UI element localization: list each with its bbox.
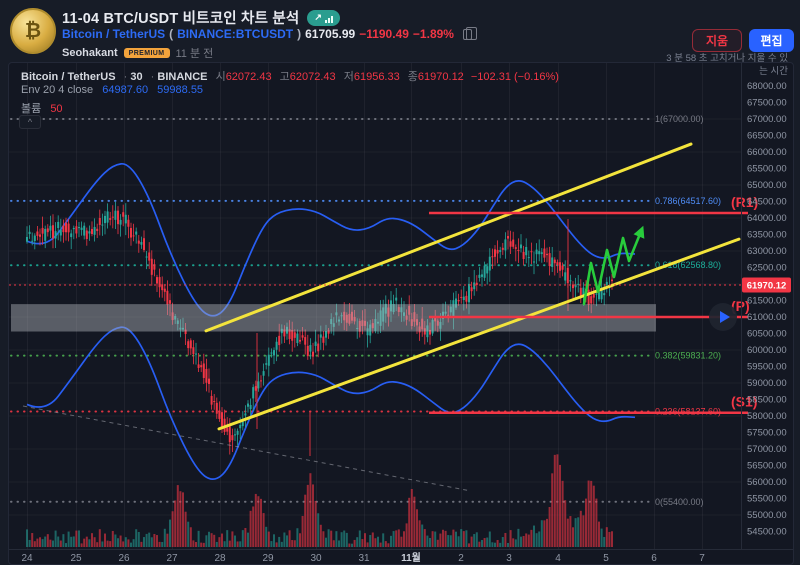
author-link[interactable]: Seohakant: [62, 47, 118, 59]
svg-text:54500.00: 54500.00: [747, 527, 787, 538]
svg-text:0.382(59831.20): 0.382(59831.20): [655, 351, 721, 361]
svg-text:58500.00: 58500.00: [747, 395, 787, 406]
svg-text:5: 5: [603, 553, 609, 564]
page-title: 11-04 BTC/USDT 비트코인 차트 분석: [62, 11, 300, 27]
svg-text:64500.00: 64500.00: [747, 197, 787, 208]
svg-text:3: 3: [506, 553, 512, 564]
svg-text:65000.00: 65000.00: [747, 180, 787, 191]
symbol-link[interactable]: Bitcoin / TetherUS: [62, 27, 166, 41]
edit-button[interactable]: 편집: [749, 29, 794, 52]
volume-indicator-label: 볼륨: [21, 103, 42, 115]
legend-collapse-button[interactable]: ^: [19, 115, 41, 129]
replay-play-button[interactable]: [709, 303, 737, 331]
play-icon: [719, 311, 730, 323]
legend-env-row[interactable]: Env 20 4 close 64987.60 59988.55: [21, 84, 203, 96]
svg-text:7: 7: [699, 553, 705, 564]
svg-text:63500.00: 63500.00: [747, 230, 787, 241]
svg-text:62500.00: 62500.00: [747, 263, 787, 274]
svg-text:(S1): (S1): [731, 394, 757, 410]
premium-badge: PREMIUM: [123, 48, 170, 58]
legend-volume-row[interactable]: 볼륨 50: [21, 100, 63, 116]
env-lower-value: 59988.55: [157, 84, 204, 96]
svg-text:4: 4: [555, 553, 561, 564]
symbol-row: Bitcoin / TetherUS ( BINANCE:BTCUSDT ) 6…: [62, 26, 477, 41]
edit-countdown: 3 분 58 초 고치거나 지울 수 있 는 시간: [666, 53, 788, 77]
svg-text:26: 26: [118, 553, 130, 564]
svg-text:63000.00: 63000.00: [747, 246, 787, 257]
svg-text:66000.00: 66000.00: [747, 147, 787, 158]
svg-text:11월: 11월: [401, 552, 421, 564]
legend-symbol: Bitcoin / TetherUS: [21, 71, 116, 83]
svg-text:2: 2: [458, 553, 464, 564]
svg-text:59500.00: 59500.00: [747, 362, 787, 373]
svg-text:68000.00: 68000.00: [747, 81, 787, 92]
idea-badge[interactable]: ↗: [307, 9, 340, 26]
legend-exchange: BINANCE: [157, 71, 208, 83]
svg-text:0.786(64517.60): 0.786(64517.60): [655, 196, 721, 206]
svg-text:65500.00: 65500.00: [747, 164, 787, 175]
svg-text:60000.00: 60000.00: [747, 345, 787, 356]
svg-text:24: 24: [21, 553, 33, 564]
svg-text:29: 29: [262, 553, 274, 564]
svg-text:28: 28: [214, 553, 226, 564]
header-price: 61705.99: [305, 27, 356, 41]
svg-text:27: 27: [166, 553, 178, 564]
svg-text:31: 31: [358, 553, 370, 564]
legend-symbol-row[interactable]: Bitcoin / TetherUS · 30 · BINANCE 시62072…: [21, 71, 559, 83]
svg-text:66500.00: 66500.00: [747, 131, 787, 142]
paren: ): [297, 27, 302, 41]
paren: (: [169, 27, 174, 41]
svg-text:1(67000.00): 1(67000.00): [655, 114, 704, 124]
chart-canvas[interactable]: 1(67000.00) 0.786(64517.60) 0.618(62568.80…: [9, 63, 793, 564]
svg-text:57000.00: 57000.00: [747, 444, 787, 455]
svg-text:59000.00: 59000.00: [747, 378, 787, 389]
svg-text:60500.00: 60500.00: [747, 329, 787, 340]
svg-text:(R1): (R1): [731, 194, 758, 210]
delete-button[interactable]: 지움: [692, 29, 742, 52]
author-row: Seohakant PREMIUM 11 분 전: [62, 45, 213, 61]
svg-text:55000.00: 55000.00: [747, 510, 787, 521]
svg-text:0(55400.00): 0(55400.00): [655, 497, 704, 507]
btc-coin-avatar: ₿: [10, 8, 56, 54]
svg-text:57500.00: 57500.00: [747, 428, 787, 439]
svg-text:55500.00: 55500.00: [747, 494, 787, 505]
volume-value: 50: [50, 103, 63, 115]
svg-text:61970.12: 61970.12: [747, 280, 787, 291]
svg-text:64000.00: 64000.00: [747, 213, 787, 224]
svg-text:25: 25: [70, 553, 82, 564]
svg-text:0.618(62568.80): 0.618(62568.80): [655, 260, 721, 270]
svg-text:67500.00: 67500.00: [747, 98, 787, 109]
copy-icon[interactable]: [462, 26, 477, 40]
svg-text:6: 6: [651, 553, 657, 564]
legend-interval: 30: [130, 71, 143, 83]
env-upper-value: 64987.60: [102, 84, 149, 96]
time-ago: 11 분 전: [175, 48, 214, 60]
header-change-pct: −1.89%: [412, 27, 454, 41]
svg-text:(P): (P): [731, 298, 750, 314]
arrow-up-right-icon: ↗: [314, 11, 322, 22]
env-indicator-label: Env 20 4 close: [21, 84, 94, 96]
svg-text:58000.00: 58000.00: [747, 411, 787, 422]
svg-text:56500.00: 56500.00: [747, 461, 787, 472]
price-chart[interactable]: 1(67000.00) 0.786(64517.60) 0.618(62568.80…: [9, 63, 793, 564]
mini-chart-icon: [324, 15, 333, 23]
exchange-link[interactable]: BINANCE:BTCUSDT: [177, 27, 294, 41]
svg-text:61000.00: 61000.00: [747, 312, 787, 323]
legend-change: −102.31 (−0.16%): [470, 71, 559, 83]
svg-text:30: 30: [310, 553, 322, 564]
svg-text:56000.00: 56000.00: [747, 477, 787, 488]
chart-card: 1(67000.00) 0.786(64517.60) 0.618(62568.80…: [8, 62, 794, 565]
svg-text:67000.00: 67000.00: [747, 114, 787, 125]
header-change: −1190.49: [359, 27, 409, 41]
svg-text:61500.00: 61500.00: [747, 296, 787, 307]
